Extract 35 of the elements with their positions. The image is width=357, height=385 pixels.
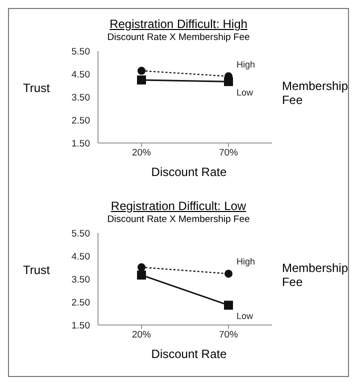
y-tick-label: 5.50: [71, 228, 90, 240]
legend-title: Membership Fee: [280, 260, 348, 289]
point: [136, 75, 146, 84]
x-axis-title: Discount Rate: [150, 347, 228, 361]
y-tick-label: 3.50: [71, 92, 90, 104]
series-label: High: [236, 59, 255, 70]
y-tick-label: 2.50: [71, 297, 90, 308]
series-label: Low: [236, 311, 254, 322]
y-tick-label: 3.50: [71, 274, 90, 286]
x-tick-label: 70%: [218, 330, 239, 341]
y-tick-label: 4.50: [71, 251, 90, 262]
point: [137, 263, 146, 272]
y-tick-label: 4.50: [71, 69, 90, 80]
y-tick-label: 1.50: [71, 320, 90, 332]
x-tick-label: 20%: [132, 148, 152, 159]
chart-title: Registration Difficult: High: [108, 16, 248, 31]
legend-title: Membership Fee: [280, 78, 348, 107]
chart-subtitle: Discount Rate X Membership Fee: [106, 214, 251, 225]
y-tick-label: 1.50: [71, 138, 90, 150]
point: [137, 66, 146, 75]
y-tick-label: 2.50: [71, 115, 90, 126]
y-axis-title: Trust: [22, 80, 51, 95]
y-axis-title: Trust: [22, 262, 51, 277]
x-tick-label: 20%: [132, 330, 152, 341]
chart-title: Registration Difficult: Low: [110, 198, 248, 213]
x-tick-label: 70%: [218, 148, 239, 159]
series-label: Low: [236, 88, 254, 98]
point: [224, 270, 232, 278]
x-axis-title: Discount Rate: [150, 165, 228, 179]
point: [224, 300, 233, 310]
point: [136, 270, 146, 280]
chart-subtitle: Discount Rate X Membership Fee: [106, 32, 251, 43]
series-label: High: [236, 256, 255, 267]
y-tick-label: 5.50: [71, 46, 90, 58]
point: [224, 77, 233, 86]
